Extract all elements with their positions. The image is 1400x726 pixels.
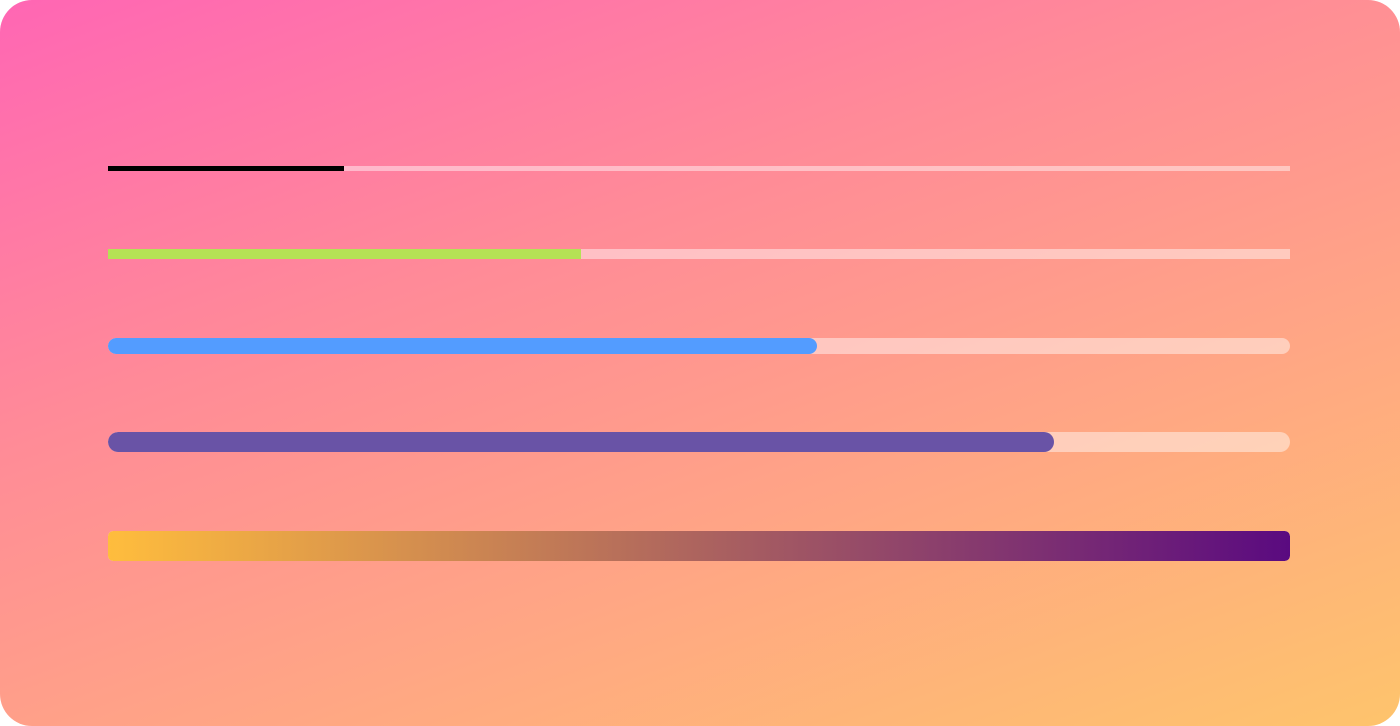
progress-bar-2 (108, 249, 1290, 259)
progress-fill-5 (108, 531, 1290, 561)
progress-bar-5 (108, 531, 1290, 561)
progress-bar-4 (108, 432, 1290, 452)
progress-fill-2 (108, 249, 581, 259)
progress-fill-4 (108, 432, 1054, 452)
progress-fill-3 (108, 338, 818, 354)
progress-fill-1 (108, 166, 345, 171)
progress-bar-1 (108, 166, 1290, 171)
progress-bar-3 (108, 338, 1290, 354)
